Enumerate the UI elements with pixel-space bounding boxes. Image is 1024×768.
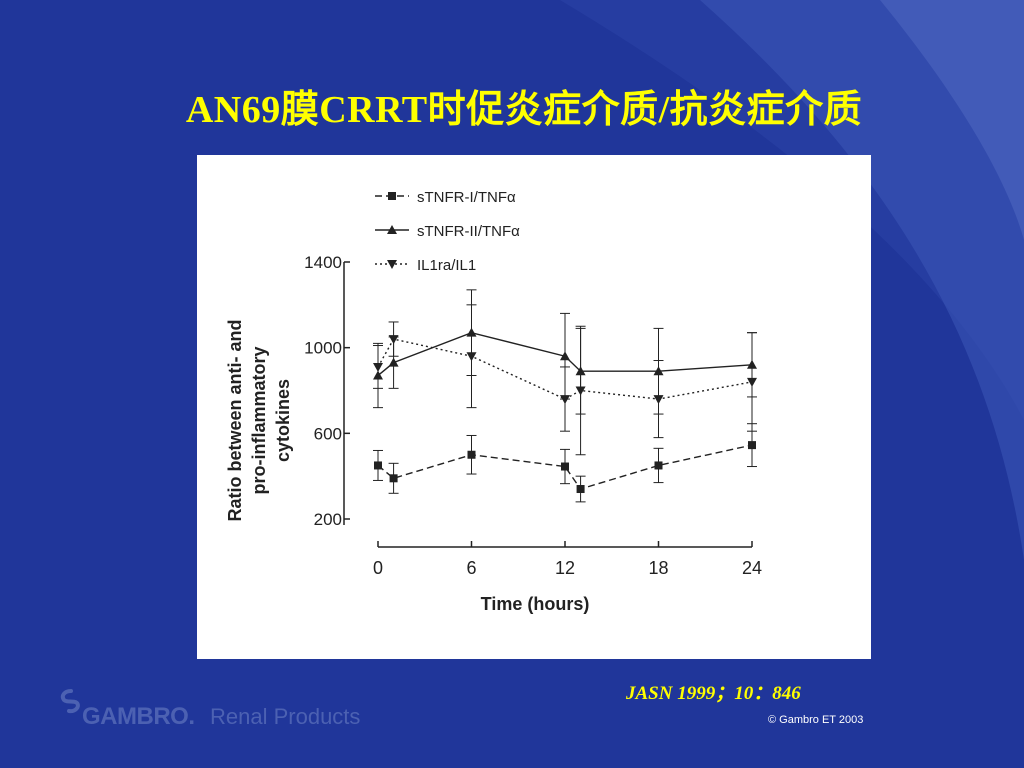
data-point	[466, 352, 477, 362]
logo-brand: GAMBRO.	[82, 703, 195, 730]
x-tick-label: 18	[648, 558, 668, 578]
y-tick-label: 1000	[304, 339, 342, 358]
y-tick-label: 1400	[304, 253, 342, 272]
data-point	[560, 351, 570, 361]
data-point	[575, 386, 586, 396]
y-axis-label: pro-inflammatory	[249, 346, 269, 494]
data-point	[373, 362, 383, 372]
x-axis-label: Time (hours)	[481, 594, 590, 614]
data-point	[467, 450, 476, 459]
data-point	[561, 462, 569, 471]
data-point	[388, 335, 399, 345]
legend-label: IL1ra/IL1	[417, 257, 476, 274]
y-tick-label: 200	[314, 510, 342, 529]
data-point	[576, 485, 585, 494]
data-point	[747, 377, 757, 387]
gambro-logo: GAMBRO. Renal Products	[58, 688, 388, 730]
x-tick-label: 6	[466, 558, 476, 578]
legend-label: sTNFR-II/TNFα	[417, 223, 520, 240]
logo-subtitle: Renal Products	[210, 704, 361, 729]
data-point	[374, 461, 382, 470]
legend-marker	[387, 225, 397, 234]
x-tick-label: 12	[555, 558, 575, 578]
legend-label: sTNFR-I/TNFα	[417, 189, 516, 206]
figure-panel: 1400 1000 600 200 0 6 12 18 24 Time (hours) Ratio …	[197, 155, 871, 659]
data-point	[748, 441, 756, 450]
legend-marker	[388, 192, 396, 200]
y-axis-label: cytokines	[273, 379, 293, 462]
data-point	[654, 461, 663, 470]
slide-title: AN69膜CRRT时促炎症介质/抗炎症介质	[185, 89, 863, 131]
y-tick-label: 600	[314, 424, 342, 443]
copyright-notice: © Gambro ET 2003	[768, 714, 864, 726]
data-point	[653, 395, 664, 405]
citation: JASN 1999；10：846	[626, 683, 801, 704]
data-point	[389, 474, 398, 483]
data-point	[560, 395, 570, 405]
x-tick-label: 24	[742, 558, 762, 578]
data-point	[388, 357, 399, 367]
x-tick-label: 0	[373, 558, 383, 578]
legend-marker	[387, 260, 397, 269]
line-chart: 1400 1000 600 200 0 6 12 18 24 Time (hours) Ratio …	[225, 189, 762, 614]
gambro-logo-icon	[60, 689, 80, 714]
y-axis-label: Ratio between anti- and	[225, 319, 245, 521]
